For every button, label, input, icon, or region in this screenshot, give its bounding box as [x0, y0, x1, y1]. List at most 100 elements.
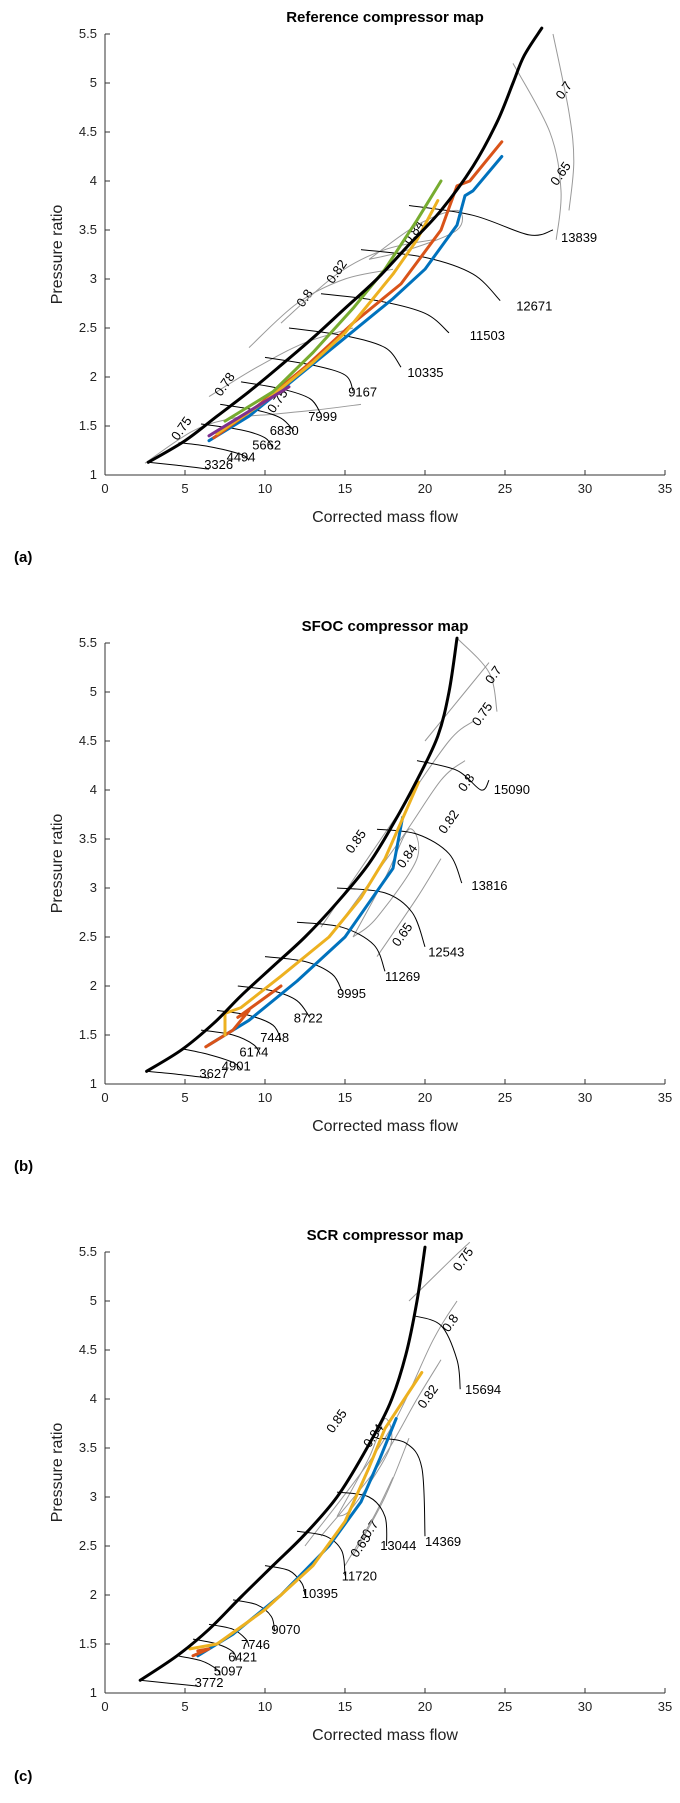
series-line [223, 179, 443, 423]
speed-line [360, 249, 501, 301]
speed-line-label: 15090 [494, 782, 530, 797]
y-tick-label: 4.5 [79, 124, 97, 139]
speed-line [220, 403, 295, 432]
y-axis-label: Pressure ratio [49, 814, 66, 914]
efficiency-contour-label: 0.8 [293, 286, 316, 309]
y-tick-label: 3.5 [79, 1440, 97, 1455]
x-tick-label: 30 [578, 1699, 592, 1714]
efficiency-contour [336, 760, 466, 928]
speed-line-label: 13816 [471, 878, 507, 893]
speed-line [320, 293, 450, 334]
x-tick-label: 25 [498, 481, 512, 496]
speed-line-label: 9070 [271, 1622, 300, 1637]
x-tick-label: 35 [658, 1699, 672, 1714]
speed-line-label: 6830 [270, 423, 299, 438]
speed-line [200, 423, 274, 449]
speed-line [336, 887, 426, 947]
efficiency-contour-label: 0.85 [342, 827, 369, 856]
x-tick-label: 30 [578, 1090, 592, 1105]
y-tick-label: 1 [90, 1685, 97, 1700]
panel-label: (b) [14, 1158, 33, 1175]
x-tick-label: 20 [418, 481, 432, 496]
speed-line-label: 3326 [204, 457, 233, 472]
efficiency-contour-label: 0.82 [435, 807, 462, 836]
speed-line-label: 3627 [199, 1066, 228, 1081]
speed-line [376, 828, 463, 884]
speed-line-label: 3772 [195, 1675, 224, 1690]
efficiency-contour [304, 1300, 458, 1547]
x-tick-label: 0 [101, 1699, 108, 1714]
y-tick-label: 2 [90, 1587, 97, 1602]
y-tick-label: 5 [90, 75, 97, 90]
x-tick-label: 5 [181, 1090, 188, 1105]
y-axis-label: Pressure ratio [49, 1423, 66, 1523]
speed-line-label: 11269 [385, 969, 420, 984]
x-tick-label: 10 [258, 1090, 272, 1105]
speed-line-label: 5662 [252, 438, 281, 453]
speed-line-label: 10395 [302, 1586, 338, 1601]
speed-line-label: 15694 [465, 1382, 501, 1397]
speed-line [200, 1029, 261, 1055]
series-line [207, 385, 291, 438]
y-tick-label: 5.5 [79, 26, 97, 41]
y-tick-label: 5.5 [79, 635, 97, 650]
x-axis-label: Corrected mass flow [312, 509, 458, 526]
y-tick-label: 4 [90, 782, 97, 797]
efficiency-contour [248, 268, 394, 348]
y-tick-label: 3 [90, 1489, 97, 1504]
efficiency-contour-label: 0.7 [552, 79, 575, 102]
x-tick-label: 0 [101, 481, 108, 496]
chart-title: SCR compressor map [307, 1227, 464, 1244]
y-tick-label: 4 [90, 1391, 97, 1406]
speed-line [413, 1315, 461, 1390]
speed-line [264, 1565, 306, 1596]
x-tick-label: 5 [181, 1699, 188, 1714]
y-tick-label: 2.5 [79, 929, 97, 944]
surge-line [145, 636, 459, 1073]
efficiency-contour [552, 33, 575, 211]
x-tick-label: 20 [418, 1090, 432, 1105]
y-tick-label: 3.5 [79, 222, 97, 237]
speed-line [178, 442, 250, 461]
x-tick-label: 10 [258, 1699, 272, 1714]
speed-line-label: 4901 [222, 1058, 251, 1073]
y-tick-label: 5 [90, 684, 97, 699]
speed-line-label: 12543 [428, 945, 464, 960]
efficiency-contour [344, 1477, 394, 1566]
speed-line [181, 1048, 242, 1070]
x-tick-label: 0 [101, 1090, 108, 1105]
efficiency-contour-label: 0.75 [168, 414, 195, 443]
y-tick-label: 1.5 [79, 1027, 97, 1042]
x-tick-label: 10 [258, 481, 272, 496]
speed-line-label: 13839 [561, 230, 597, 245]
y-tick-label: 1 [90, 1076, 97, 1091]
speed-line [376, 1437, 426, 1537]
x-tick-label: 25 [498, 1699, 512, 1714]
speed-line-label: 7999 [308, 409, 337, 424]
y-tick-label: 2 [90, 978, 97, 993]
speed-line [140, 1679, 198, 1687]
x-tick-label: 15 [338, 1090, 352, 1105]
x-axis-label: Corrected mass flow [312, 1727, 458, 1744]
x-axis-label: Corrected mass flow [312, 1118, 458, 1135]
speed-line-label: 4494 [227, 449, 256, 464]
series-line [188, 1371, 424, 1651]
efficiency-contour [512, 63, 562, 240]
speed-line [208, 1623, 250, 1648]
y-tick-label: 4.5 [79, 733, 97, 748]
panel-label: (c) [14, 1768, 32, 1785]
x-tick-label: 35 [658, 1090, 672, 1105]
series-line [191, 1647, 211, 1658]
speed-line-label: 11720 [342, 1568, 377, 1583]
speed-line-label: 11503 [470, 328, 505, 343]
efficiency-contour [424, 662, 490, 742]
panel-label: (a) [14, 549, 32, 566]
efficiency-contour [320, 1359, 442, 1537]
x-tick-label: 25 [498, 1090, 512, 1105]
x-tick-label: 20 [418, 1699, 432, 1714]
speed-line [146, 1070, 210, 1079]
x-tick-label: 30 [578, 481, 592, 496]
efficiency-contour-label: 0.65 [547, 159, 574, 188]
